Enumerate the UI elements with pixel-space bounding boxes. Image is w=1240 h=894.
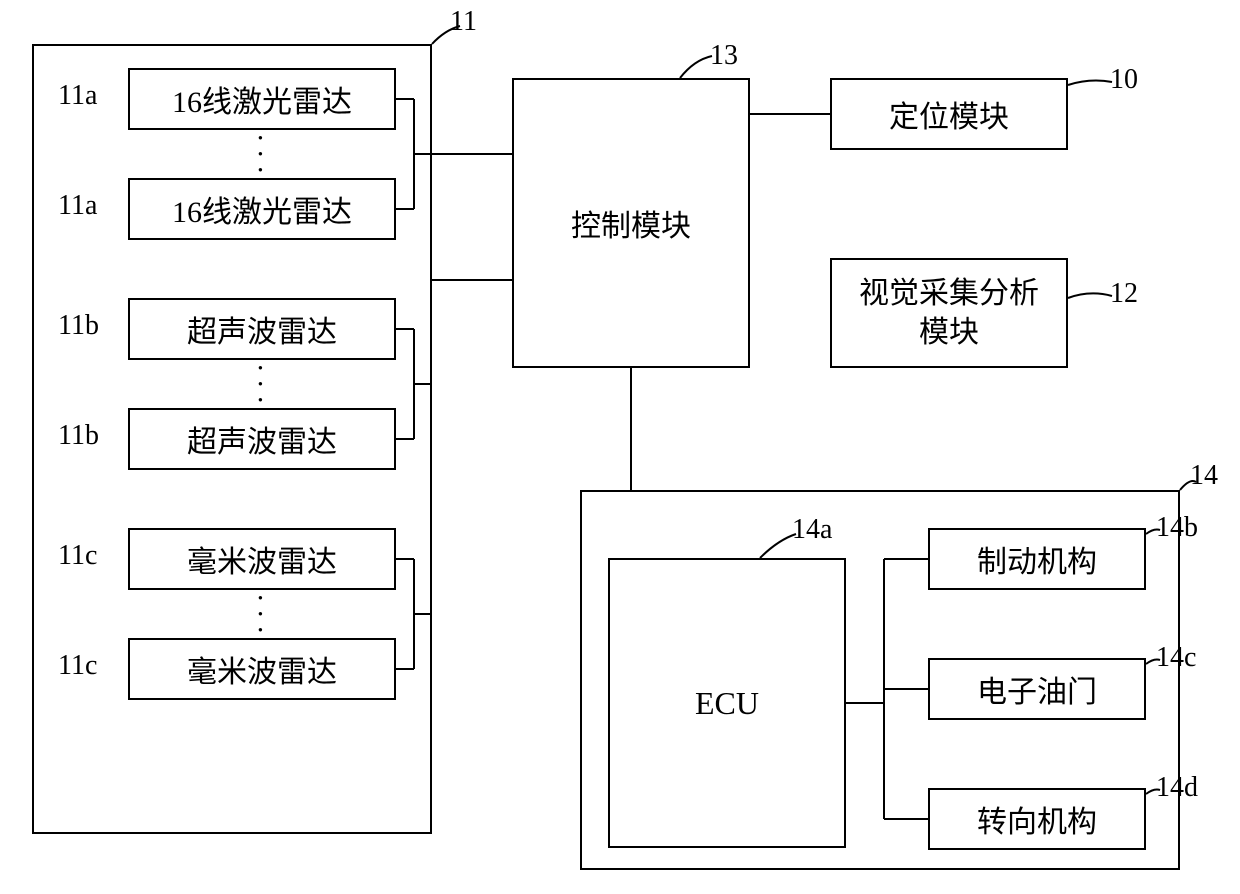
vdots-mmw: ●●●: [258, 594, 263, 634]
brake-box: 制动机构: [928, 528, 1146, 590]
ultrasonic-box-1: 超声波雷达: [128, 298, 396, 360]
ultrasonic-box-2: 超声波雷达: [128, 408, 396, 470]
ref-14c: 14c: [1156, 642, 1196, 674]
positioning-module-box: 定位模块: [830, 78, 1068, 150]
lidar-label-2: 16线激光雷达: [172, 187, 352, 231]
pos-label: 定位模块: [889, 92, 1009, 136]
vision-label: 视觉采集分析 模块: [859, 274, 1039, 352]
ecu-box: ECU: [608, 558, 846, 848]
ref-11a-2: 11a: [58, 190, 97, 222]
ref-14a: 14a: [792, 514, 832, 546]
lidar-box-2: 16线激光雷达: [128, 178, 396, 240]
steer-label: 转向机构: [977, 797, 1097, 841]
ref-11a-1: 11a: [58, 80, 97, 112]
vdots-lidar: ●●●: [258, 134, 263, 174]
steering-box: 转向机构: [928, 788, 1146, 850]
ref-12: 12: [1110, 278, 1138, 310]
ref-11: 11: [450, 6, 477, 38]
vision-module-box: 视觉采集分析 模块: [830, 258, 1068, 368]
mmw-label-2: 毫米波雷达: [187, 647, 337, 691]
mmwave-box-1: 毫米波雷达: [128, 528, 396, 590]
control-label: 控制模块: [571, 201, 691, 245]
diagram-canvas: 16线激光雷达 16线激光雷达 超声波雷达 超声波雷达 毫米波雷达 毫米波雷达 …: [0, 0, 1240, 894]
ref-11c-2: 11c: [58, 650, 97, 682]
ref-14: 14: [1190, 460, 1218, 492]
ultra-label-2: 超声波雷达: [187, 417, 337, 461]
ref-11c-1: 11c: [58, 540, 97, 572]
ref-11b-2: 11b: [58, 420, 99, 452]
ecu-label: ECU: [695, 685, 759, 722]
ref-10: 10: [1110, 64, 1138, 96]
throttle-box: 电子油门: [928, 658, 1146, 720]
ref-13: 13: [710, 40, 738, 72]
ultra-label-1: 超声波雷达: [187, 307, 337, 351]
mmw-label-1: 毫米波雷达: [187, 537, 337, 581]
lidar-box-1: 16线激光雷达: [128, 68, 396, 130]
lidar-label-1: 16线激光雷达: [172, 77, 352, 121]
ref-11b-1: 11b: [58, 310, 99, 342]
throttle-label: 电子油门: [977, 667, 1097, 711]
ref-14d: 14d: [1156, 772, 1198, 804]
ref-14b: 14b: [1156, 512, 1198, 544]
brake-label: 制动机构: [977, 537, 1097, 581]
control-module-box: 控制模块: [512, 78, 750, 368]
mmwave-box-2: 毫米波雷达: [128, 638, 396, 700]
vdots-ultra: ●●●: [258, 364, 263, 404]
